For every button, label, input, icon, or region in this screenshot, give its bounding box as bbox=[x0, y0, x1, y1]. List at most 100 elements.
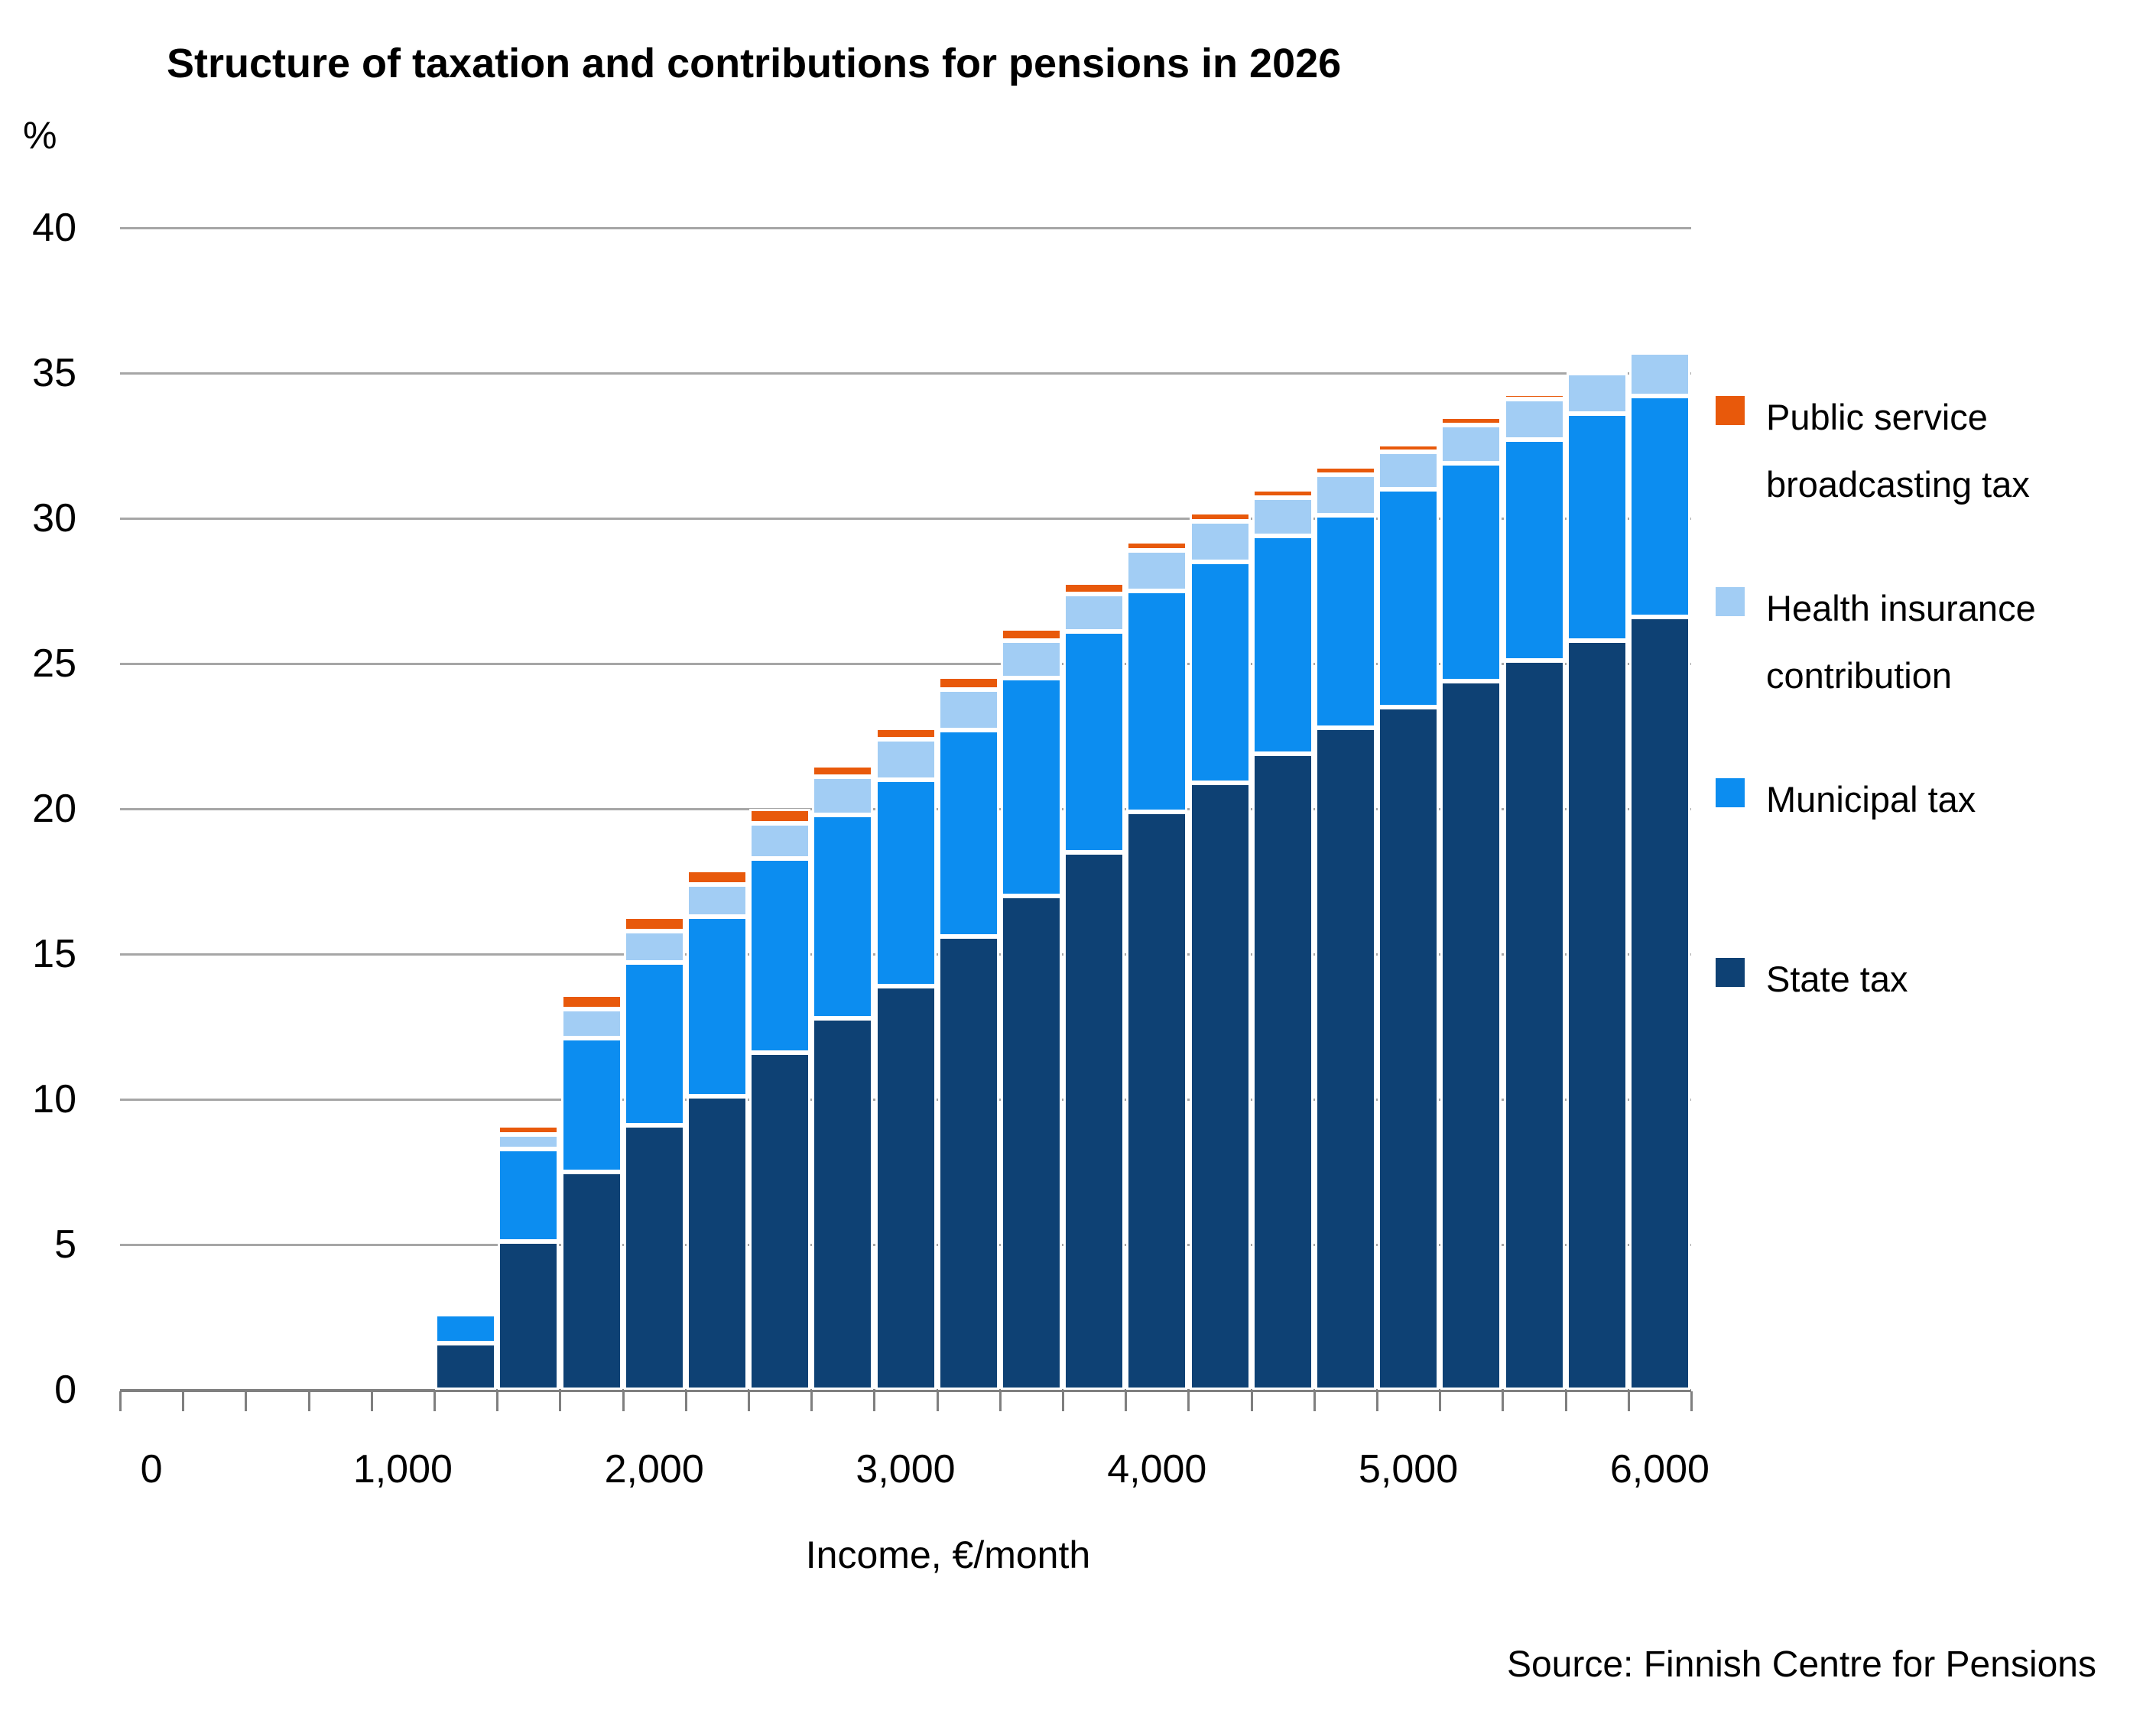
bar-segment-health-insurance-contribution bbox=[812, 777, 874, 815]
gridline-40 bbox=[120, 227, 1691, 229]
bar-segment-health-insurance-contribution bbox=[1063, 593, 1125, 632]
bar-segment-health-insurance-contribution bbox=[623, 930, 685, 963]
bar-segment-state-tax bbox=[875, 985, 937, 1390]
x-axis-tick bbox=[559, 1391, 562, 1411]
bar-segment-municipal-tax bbox=[623, 962, 685, 1126]
bar-segment-public-service-broadcasting-tax bbox=[1000, 628, 1062, 641]
source-note: Source: Finnish Centre for Pensions bbox=[1506, 1644, 2096, 1685]
bar-segment-municipal-tax bbox=[1189, 562, 1251, 783]
bar-segment-state-tax bbox=[1440, 680, 1502, 1390]
x-axis-tick bbox=[182, 1391, 185, 1411]
bar-segment-health-insurance-contribution bbox=[749, 823, 811, 858]
bar-segment-health-insurance-contribution bbox=[1566, 373, 1628, 414]
bar-segment-state-tax bbox=[1126, 811, 1188, 1390]
bar-segment-health-insurance-contribution bbox=[560, 1009, 622, 1039]
bar-segment-state-tax bbox=[1000, 896, 1062, 1390]
bar-segment-health-insurance-contribution bbox=[937, 690, 999, 731]
bar-segment-state-tax bbox=[1252, 753, 1313, 1390]
bar-segment-state-tax bbox=[1189, 782, 1251, 1390]
bar-segment-public-service-broadcasting-tax bbox=[686, 869, 748, 884]
bar-segment-health-insurance-contribution bbox=[686, 884, 748, 917]
x-axis-tick bbox=[496, 1391, 499, 1411]
x-axis-tick bbox=[1125, 1391, 1128, 1411]
legend-swatch-health-insurance bbox=[1716, 587, 1745, 616]
bar-segment-state-tax bbox=[812, 1018, 874, 1390]
bar-segment-health-insurance-contribution bbox=[1628, 352, 1690, 397]
bar-segment-municipal-tax bbox=[1000, 678, 1062, 896]
x-axis-tick bbox=[684, 1391, 687, 1411]
x-axis-tick bbox=[1564, 1391, 1567, 1411]
bar-segment-public-service-broadcasting-tax bbox=[1503, 393, 1565, 400]
x-tick-label: 4,000 bbox=[1107, 1447, 1207, 1491]
x-axis-tick bbox=[370, 1391, 373, 1411]
legend-label-municipal-tax: Municipal tax bbox=[1766, 779, 1976, 820]
bar-segment-health-insurance-contribution bbox=[435, 1311, 497, 1316]
y-tick-label: 40 bbox=[32, 206, 76, 250]
bar-segment-public-service-broadcasting-tax bbox=[623, 916, 685, 931]
bar-segment-state-tax bbox=[623, 1125, 685, 1390]
bar-segment-state-tax bbox=[1566, 640, 1628, 1390]
bar-segment-public-service-broadcasting-tax bbox=[1314, 466, 1376, 475]
x-tick-label: 6,000 bbox=[1609, 1447, 1710, 1491]
bar-segment-health-insurance-contribution bbox=[1314, 475, 1376, 516]
bar-segment-public-service-broadcasting-tax bbox=[1378, 444, 1440, 452]
gridline-35 bbox=[120, 372, 1691, 375]
x-axis-tick bbox=[1062, 1391, 1064, 1411]
bar-segment-state-tax bbox=[1378, 707, 1440, 1390]
bar-segment-state-tax bbox=[937, 936, 999, 1390]
bar-segment-municipal-tax bbox=[749, 858, 811, 1053]
bar-segment-health-insurance-contribution bbox=[1440, 425, 1502, 463]
y-tick-label: 0 bbox=[54, 1368, 76, 1412]
x-axis-tick bbox=[1690, 1391, 1693, 1411]
bar-segment-municipal-tax bbox=[875, 780, 937, 986]
bar-segment-public-service-broadcasting-tax bbox=[937, 677, 999, 690]
bar-segment-public-service-broadcasting-tax bbox=[1063, 582, 1125, 594]
bar-segment-public-service-broadcasting-tax bbox=[498, 1125, 560, 1134]
bar-segment-municipal-tax bbox=[1440, 463, 1502, 681]
bar-segment-municipal-tax bbox=[1378, 489, 1440, 707]
x-axis-title: Income, €/month bbox=[805, 1534, 1091, 1576]
x-axis-tick bbox=[998, 1391, 1002, 1411]
bar-segment-state-tax bbox=[686, 1096, 748, 1390]
bar-segment-public-service-broadcasting-tax bbox=[1628, 348, 1690, 353]
bar-segment-public-service-broadcasting-tax bbox=[812, 765, 874, 777]
bar-segment-public-service-broadcasting-tax bbox=[1252, 489, 1313, 498]
x-tick-label: 5,000 bbox=[1359, 1447, 1459, 1491]
legend-swatch-state-tax bbox=[1716, 958, 1745, 987]
bar-segment-municipal-tax bbox=[686, 916, 748, 1097]
bar-segment-state-tax bbox=[1063, 852, 1125, 1390]
y-tick-label: 35 bbox=[32, 351, 76, 395]
x-axis-tick bbox=[622, 1391, 625, 1411]
y-tick-label: 30 bbox=[32, 496, 76, 540]
bar-segment-health-insurance-contribution bbox=[1503, 399, 1565, 440]
bar-segment-state-tax bbox=[1503, 661, 1565, 1390]
legend-swatch-broadcasting-tax bbox=[1716, 396, 1745, 425]
y-tick-label: 15 bbox=[32, 932, 76, 976]
bar-segment-health-insurance-contribution bbox=[1378, 451, 1440, 489]
x-axis-tick bbox=[119, 1391, 122, 1411]
bar-segment-state-tax bbox=[1314, 727, 1376, 1390]
x-axis-tick bbox=[433, 1391, 436, 1411]
bar-segment-public-service-broadcasting-tax bbox=[1189, 512, 1251, 521]
bar-segment-municipal-tax bbox=[435, 1314, 497, 1344]
bar-segment-health-insurance-contribution bbox=[875, 738, 937, 780]
gridline-30 bbox=[120, 518, 1691, 520]
bar-segment-public-service-broadcasting-tax bbox=[749, 809, 811, 823]
bar-segment-health-insurance-contribution bbox=[1189, 521, 1251, 562]
x-axis-tick bbox=[1376, 1391, 1378, 1411]
legend-label-health-insurance: Health insurance contribution bbox=[1766, 588, 2036, 696]
x-axis-tick bbox=[307, 1391, 310, 1411]
x-axis-tick bbox=[1627, 1391, 1630, 1411]
bar-segment-municipal-tax bbox=[1252, 535, 1313, 754]
bar-segment-municipal-tax bbox=[1566, 414, 1628, 641]
bar-segment-municipal-tax bbox=[812, 814, 874, 1018]
bar-segment-municipal-tax bbox=[1126, 591, 1188, 812]
bar-segment-state-tax bbox=[749, 1053, 811, 1390]
x-tick-label: 0 bbox=[140, 1447, 163, 1491]
x-axis-tick bbox=[810, 1391, 813, 1411]
bar-segment-municipal-tax bbox=[1503, 440, 1565, 661]
bar-segment-public-service-broadcasting-tax bbox=[1566, 370, 1628, 375]
x-axis-tick bbox=[748, 1391, 750, 1411]
bar-segment-public-service-broadcasting-tax bbox=[875, 727, 937, 739]
y-tick-label: 20 bbox=[32, 787, 76, 831]
